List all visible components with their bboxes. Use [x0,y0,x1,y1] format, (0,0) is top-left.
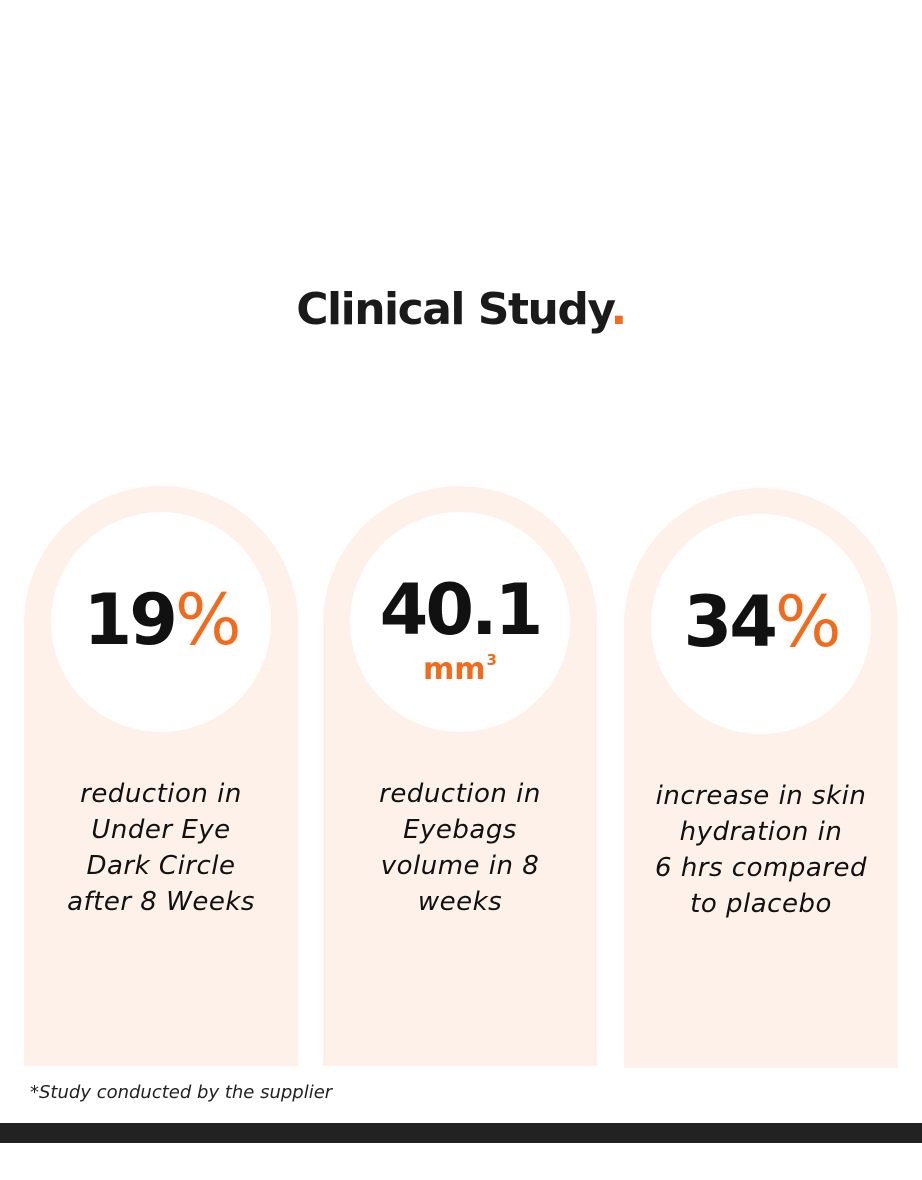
description-line: increase in skin [655,781,867,811]
unit-label: mm [423,652,486,687]
stat-number: 34 [683,581,778,663]
footnote: *Study conducted by the supplier [30,1082,333,1103]
description-line: weeks [417,887,503,917]
stat-card-hydration: 34% increase in skin hydration in 6 hrs … [624,488,898,1068]
stat-number: 19 [83,579,178,661]
percent-sign: % [174,579,241,661]
stat-number: 40.1 [379,569,544,651]
stat-unit: mm3 [350,642,570,688]
description-line: 6 hrs compared [655,853,867,883]
stat-description: reduction in Under Eye Dark Circle after… [34,776,288,920]
stat-value: 34% [651,582,871,662]
description-line: to placebo [690,889,832,919]
stat-description: increase in skin hydration in 6 hrs comp… [634,778,888,922]
description-line: Under Eye [91,815,231,845]
percent-sign: % [774,581,841,663]
stat-circle: 19% [51,512,271,732]
stat-value: 19% [51,580,271,660]
stat-card-eyebags: 40.1 mm3 reduction in Eyebags volume in … [323,486,597,1066]
stat-description: reduction in Eyebags volume in 8 weeks [333,776,587,920]
description-line: reduction in [379,779,541,809]
page-title-text: Clinical Study [296,284,612,335]
title-accent-dot: . [610,284,628,335]
stat-card-dark-circle: 19% reduction in Under Eye Dark Circle a… [24,486,298,1066]
description-line: Eyebags [403,815,517,845]
stat-value: 40.1 [350,570,570,650]
unit-exponent: 3 [486,651,497,669]
footer-bar [0,1123,922,1143]
page-title: Clinical Study. [0,282,922,338]
stat-circle: 34% [651,514,871,734]
description-line: volume in 8 [380,851,540,881]
description-line: after 8 Weeks [67,887,255,917]
description-line: reduction in [80,779,242,809]
description-line: Dark Circle [86,851,236,881]
description-line: hydration in [679,817,843,847]
stat-circle: 40.1 mm3 [350,512,570,732]
